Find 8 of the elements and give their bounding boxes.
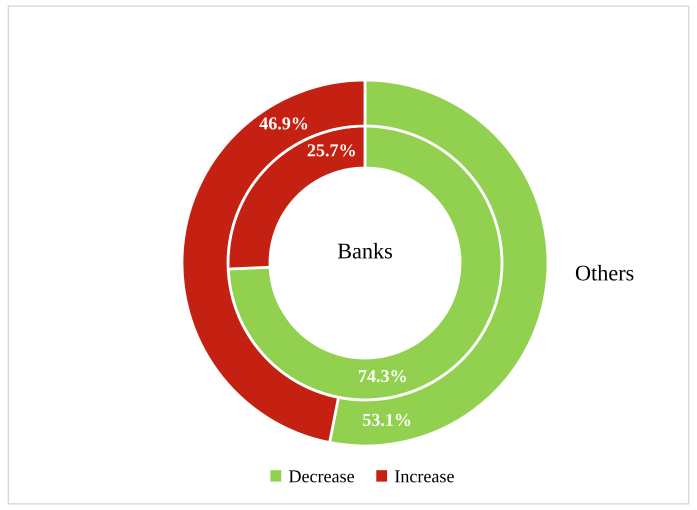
slice-label: Others — [576, 264, 634, 281]
data-label: 46.9% — [259, 117, 308, 130]
data-label: 74.3% — [358, 370, 406, 382]
legend-label: Decrease — [288, 470, 354, 482]
data-label: 53.1% — [363, 414, 410, 426]
data-label: 25.7% — [308, 144, 355, 156]
legend-label: Increase — [394, 470, 454, 482]
slice-label: Banks — [338, 242, 392, 259]
